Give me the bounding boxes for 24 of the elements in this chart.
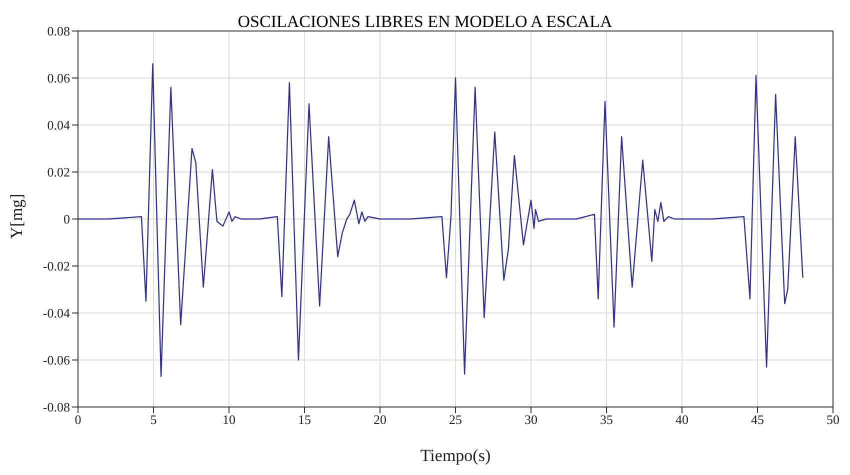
- y-axis-title: Y[mg]: [7, 194, 26, 239]
- x-tick-label: 5: [150, 412, 157, 428]
- x-tick-label: 40: [676, 412, 688, 428]
- y-tick-label: 0.08: [47, 24, 70, 39]
- y-tick-label: 0: [64, 212, 70, 227]
- y-tick-label: -0.08: [42, 400, 70, 415]
- x-tick-label: 45: [751, 412, 764, 428]
- x-tick-label: 15: [298, 412, 311, 428]
- y-tick-label: 0.02: [47, 164, 70, 180]
- x-tick-label: 10: [222, 412, 236, 428]
- y-tick-label: -0.04: [42, 306, 70, 321]
- x-tick-label: 0: [74, 412, 82, 428]
- x-tick-label: 25: [449, 412, 462, 428]
- x-tick-label: 30: [524, 412, 538, 428]
- y-tick-label: 0.06: [47, 70, 70, 86]
- x-tick-label: 20: [374, 412, 386, 428]
- y-tick-label: -0.06: [42, 352, 70, 368]
- x-tick-label: 50: [826, 412, 840, 428]
- chart-title: OSCILACIONES LIBRES EN MODELO A ESCALA: [238, 12, 612, 31]
- y-tick-label: -0.02: [42, 258, 70, 274]
- line-series: [78, 63, 804, 378]
- x-tick-label: 35: [600, 412, 613, 428]
- x-axis-title: Tiempo(s): [420, 446, 491, 465]
- y-tick-label: 0.04: [47, 118, 70, 133]
